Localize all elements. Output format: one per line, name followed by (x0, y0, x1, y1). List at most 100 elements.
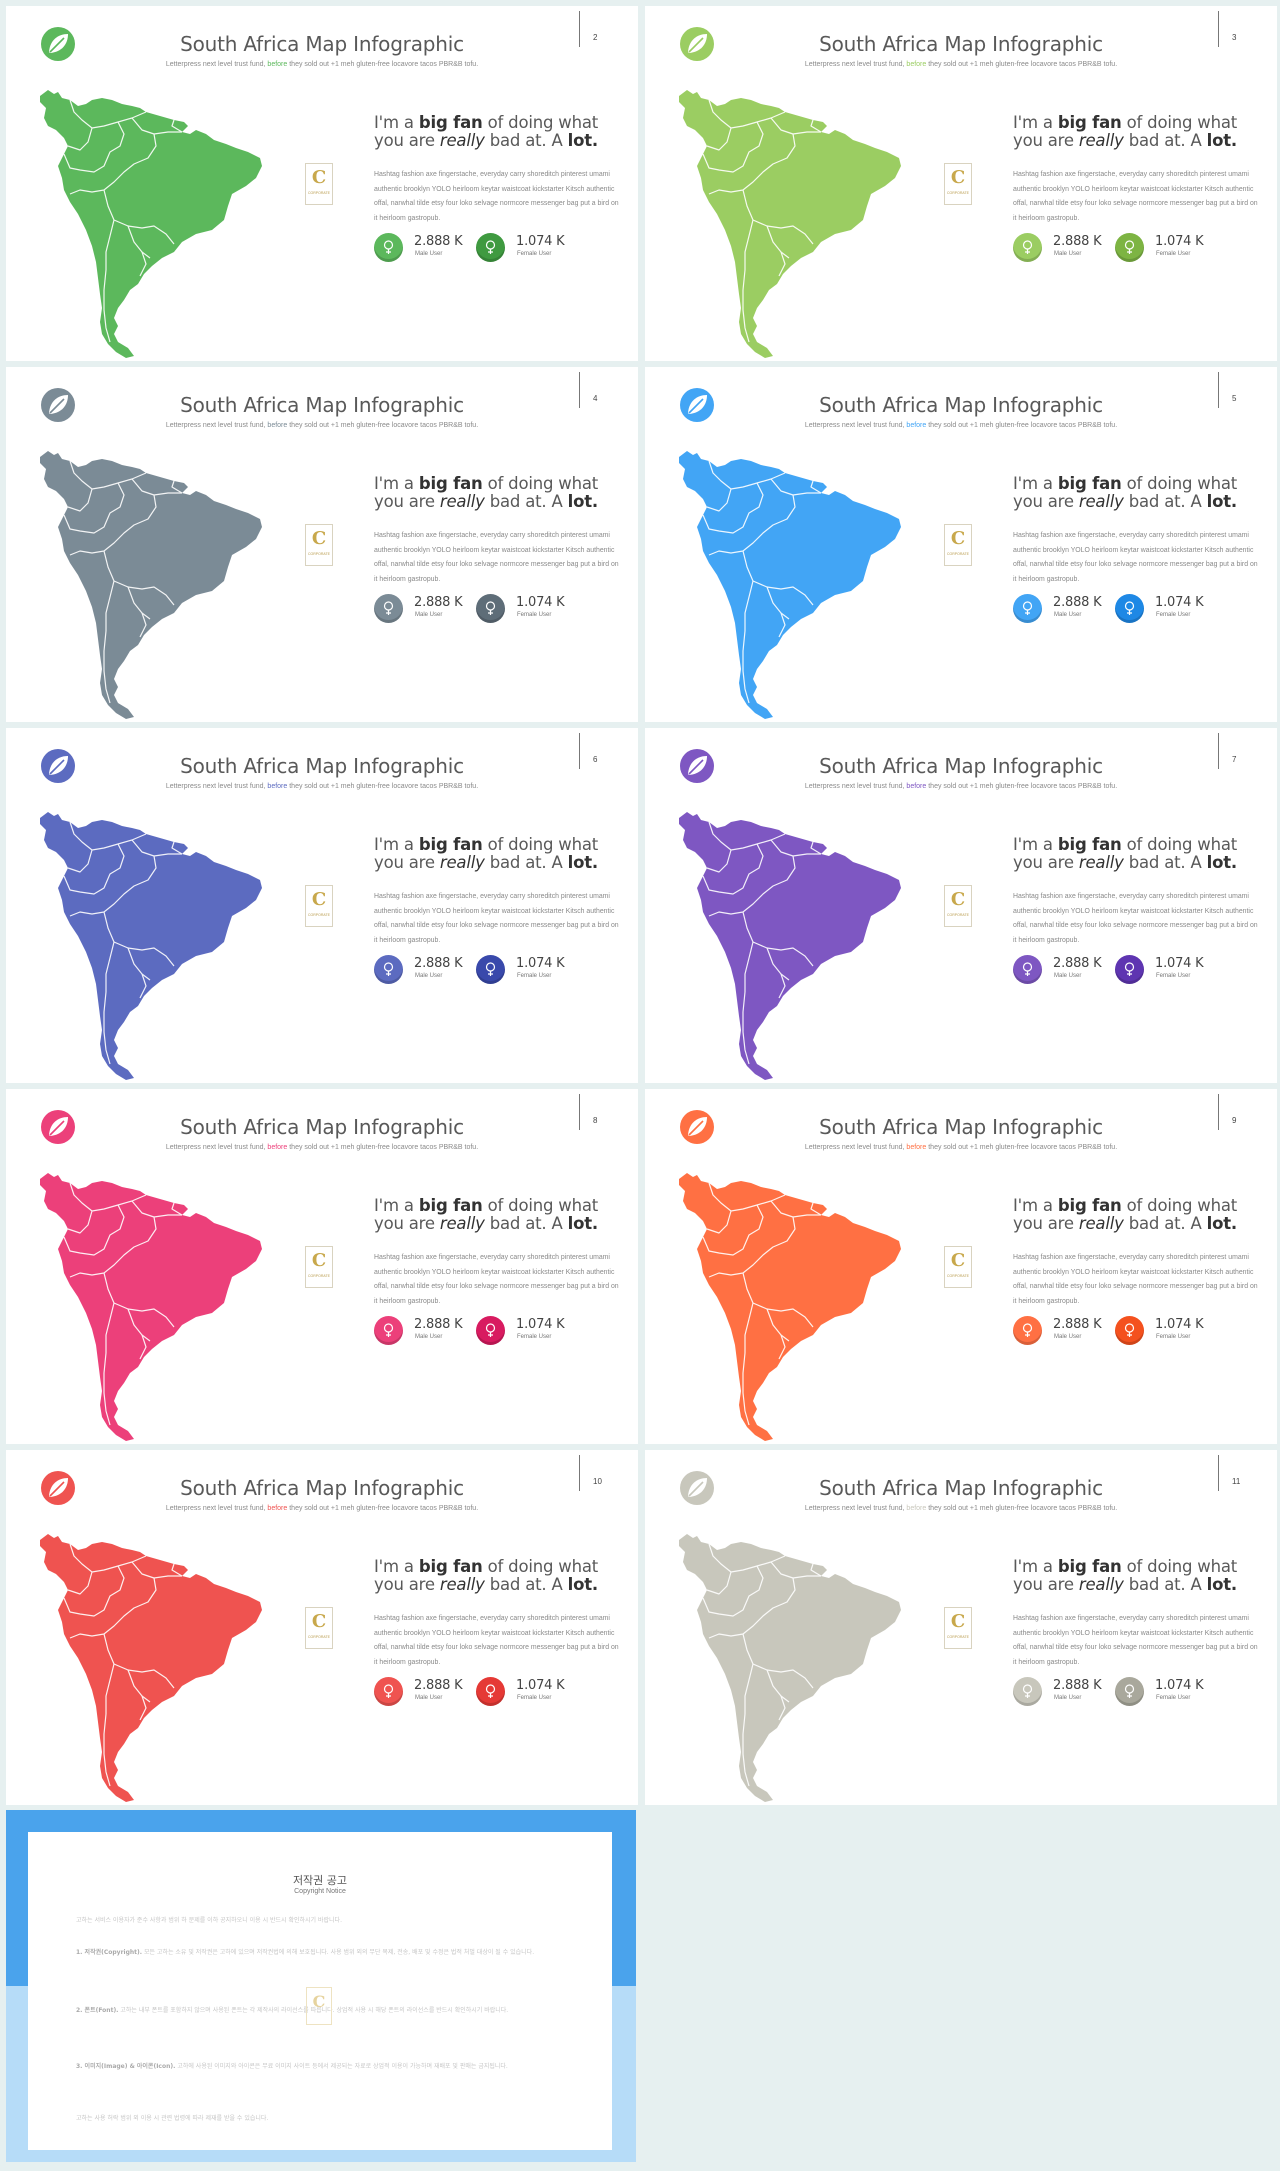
brand-badge: C CORPORATE (944, 1607, 972, 1649)
headline-part-1: I'm a (374, 835, 419, 854)
headline-part-2: of doing what you are (374, 474, 599, 511)
female-user-circle (476, 594, 505, 623)
headline-part-3: bad at. A (484, 1214, 568, 1233)
page-number-marker: 10 (579, 1455, 602, 1491)
slide-6: 6 South Africa Map Infographic Letterpre… (6, 728, 638, 1083)
body-text: Hashtag fashion axe fingerstache, everyd… (374, 893, 619, 944)
headline-big-fan: big fan (418, 835, 483, 854)
headline-part-3: bad at. A (1123, 853, 1207, 872)
body-text: Hashtag fashion axe fingerstache, everyd… (1013, 532, 1258, 583)
page-number-marker: 5 (1218, 372, 1236, 408)
copyright-section-3-text: 고하에 사용된 이미지와 아이콘은 무료 이미지 사이트 등에서 제공되는 자료… (177, 2063, 508, 2070)
headline-part-3: bad at. A (484, 1575, 568, 1594)
headline-part-2: of doing what you are (1013, 113, 1238, 150)
slide-subtitle: Letterpress next level trust fund, befor… (645, 1144, 1277, 1151)
female-user-icon (1124, 1684, 1135, 1698)
slide-subtitle: Letterpress next level trust fund, befor… (645, 61, 1277, 68)
headline-big-fan: big fan (418, 474, 483, 493)
slide-title: South Africa Map Infographic (180, 32, 464, 56)
copyright-section-3: 3. 이미지(Image) & 아이콘(Icon). 고하에 사용된 이미지와 … (76, 2060, 566, 2073)
subtitle-suffix: they sold out +1 meh gluten-free locavor… (287, 1505, 479, 1512)
brand-badge: C CORPORATE (305, 1246, 333, 1288)
slide-title: South Africa Map Infographic (180, 754, 464, 778)
headline-part-2: of doing what you are (374, 113, 599, 150)
male-user-circle (1013, 594, 1042, 623)
leaf-logo-icon (680, 749, 714, 783)
male-user-label: Male User (415, 1334, 443, 1340)
male-user-circle (374, 233, 403, 262)
brand-badge-text: CORPORATE (308, 1635, 330, 1639)
south-america-map (40, 90, 262, 358)
headline-part-1: I'm a (1013, 1557, 1058, 1576)
body-text: Hashtag fashion axe fingerstache, everyd… (374, 532, 619, 583)
male-user-icon (383, 601, 394, 615)
headline: I'm a big fan of doing what you are real… (1013, 1558, 1263, 1594)
subtitle-prefix: Letterpress next level trust fund, (804, 1144, 907, 1151)
brand-badge-letter: C (311, 1250, 327, 1271)
headline-lot: lot. (1206, 1575, 1238, 1594)
slide-title: South Africa Map Infographic (819, 754, 1103, 778)
south-america-map (40, 451, 262, 719)
body-text: Hashtag fashion axe fingerstache, everyd… (1013, 1254, 1258, 1305)
south-america-map (679, 451, 901, 719)
page-number-marker: 3 (1218, 11, 1236, 47)
male-user-label: Male User (415, 1695, 443, 1701)
page-number: 3 (1232, 33, 1237, 42)
female-user-label: Female User (1156, 612, 1191, 618)
page-number-marker: 11 (1218, 1455, 1240, 1491)
headline-really: really (1078, 1575, 1124, 1594)
slide-subtitle: Letterpress next level trust fund, befor… (645, 783, 1277, 790)
page-number: 2 (593, 33, 598, 42)
leaf-logo-icon (680, 1471, 714, 1505)
subtitle-highlight: before (906, 1505, 927, 1512)
subtitle-suffix: they sold out +1 meh gluten-free locavor… (926, 783, 1118, 790)
copyright-section-2: 2. 폰트(Font). 고하는 내부 폰트를 포함하지 않으며 사용된 폰트는… (76, 2004, 566, 2017)
body-text: Hashtag fashion axe fingerstache, everyd… (1013, 893, 1258, 944)
male-user-circle (374, 1316, 403, 1345)
headline-part-2: of doing what you are (1013, 474, 1238, 511)
brand-badge: C CORPORATE (944, 163, 972, 205)
female-user-value: 1.074 K (516, 956, 565, 971)
female-user-circle (476, 1316, 505, 1345)
headline-part-3: bad at. A (484, 853, 568, 872)
headline-part-2: of doing what you are (374, 835, 599, 872)
headline-really: really (439, 492, 485, 511)
subtitle-suffix: they sold out +1 meh gluten-free locavor… (287, 422, 479, 429)
slide-2: 2 South Africa Map Infographic Letterpre… (6, 6, 638, 361)
brand-badge-letter: C (950, 1611, 966, 1632)
headline-lot: lot. (1206, 853, 1238, 872)
female-user-icon (1124, 240, 1135, 254)
brand-badge-letter: C (311, 1611, 327, 1632)
female-user-circle (1115, 233, 1144, 262)
headline-part-1: I'm a (1013, 835, 1058, 854)
headline-part-3: bad at. A (1123, 1214, 1207, 1233)
headline-big-fan: big fan (1057, 474, 1122, 493)
page-number: 7 (1232, 755, 1237, 764)
male-user-icon (1022, 1323, 1033, 1337)
brand-badge-letter: C (311, 889, 327, 910)
headline-part-3: bad at. A (484, 131, 568, 150)
male-user-icon (383, 962, 394, 976)
male-user-icon (1022, 1684, 1033, 1698)
copyright-section-1-text: 모든 고하는 소유 및 저작권은 고하에 있으며 저작권법에 의해 보호됩니다.… (143, 1949, 535, 1956)
subtitle-suffix: they sold out +1 meh gluten-free locavor… (926, 422, 1118, 429)
slide-7: 7 South Africa Map Infographic Letterpre… (645, 728, 1277, 1083)
male-user-value: 2.888 K (1053, 595, 1102, 610)
leaf-logo-icon (680, 27, 714, 61)
headline-part-2: of doing what you are (1013, 835, 1238, 872)
headline-lot: lot. (567, 1214, 599, 1233)
copyright-section-1: 1. 저작권(Copyright). 모든 고하는 소유 및 저작권은 고하에 … (76, 1946, 566, 1959)
headline-really: really (439, 1575, 485, 1594)
slide-11: 11 South Africa Map Infographic Letterpr… (645, 1450, 1277, 1805)
male-user-value: 2.888 K (414, 1317, 463, 1332)
female-user-icon (485, 240, 496, 254)
slide-subtitle: Letterpress next level trust fund, befor… (6, 783, 638, 790)
south-america-map (679, 1173, 901, 1441)
page-number: 11 (1232, 1477, 1241, 1486)
subtitle-highlight: before (906, 422, 927, 429)
copyright-section-3-title: 3. 이미지(Image) & 아이콘(Icon). (76, 2063, 176, 2070)
female-user-circle (476, 955, 505, 984)
subtitle-prefix: Letterpress next level trust fund, (804, 422, 907, 429)
subtitle-suffix: they sold out +1 meh gluten-free locavor… (287, 783, 479, 790)
female-user-icon (1124, 601, 1135, 615)
